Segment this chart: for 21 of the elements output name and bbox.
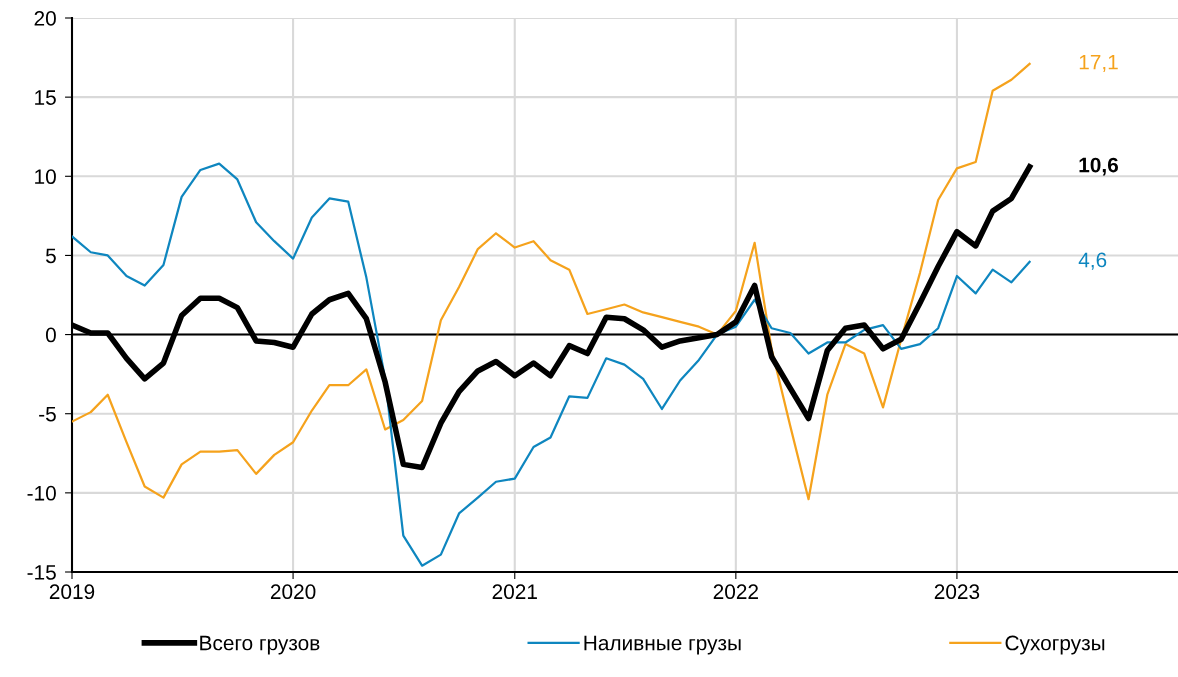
y-tick-label: 0 <box>45 327 56 343</box>
x-tick-label: 2022 <box>713 584 758 600</box>
y-tick-label: 5 <box>45 248 56 264</box>
legend-label: Наливные грузы <box>584 635 741 655</box>
y-tick-label: 20 <box>34 11 56 26</box>
annotation: 17,1 <box>1079 54 1118 72</box>
y-tick-label: -15 <box>27 565 56 580</box>
line-series <box>72 62 1031 501</box>
x-tick-label: 2023 <box>934 584 980 600</box>
y-tick-label: 15 <box>35 90 56 105</box>
legend-label: Сухогрузы <box>1005 635 1105 655</box>
line-series <box>72 162 1031 567</box>
y-tick-label: -5 <box>39 406 56 422</box>
x-tick-label: 2021 <box>492 584 537 600</box>
y-tick-label: 10 <box>35 169 56 185</box>
x-tick-label: 2020 <box>270 584 316 600</box>
x-tick-label: 2019 <box>49 584 95 600</box>
y-tick-label: -10 <box>27 485 56 501</box>
legend-label: Всего грузов <box>200 635 320 655</box>
annotation: 4,6 <box>1078 252 1107 270</box>
annotation: 10,6 <box>1079 157 1119 176</box>
